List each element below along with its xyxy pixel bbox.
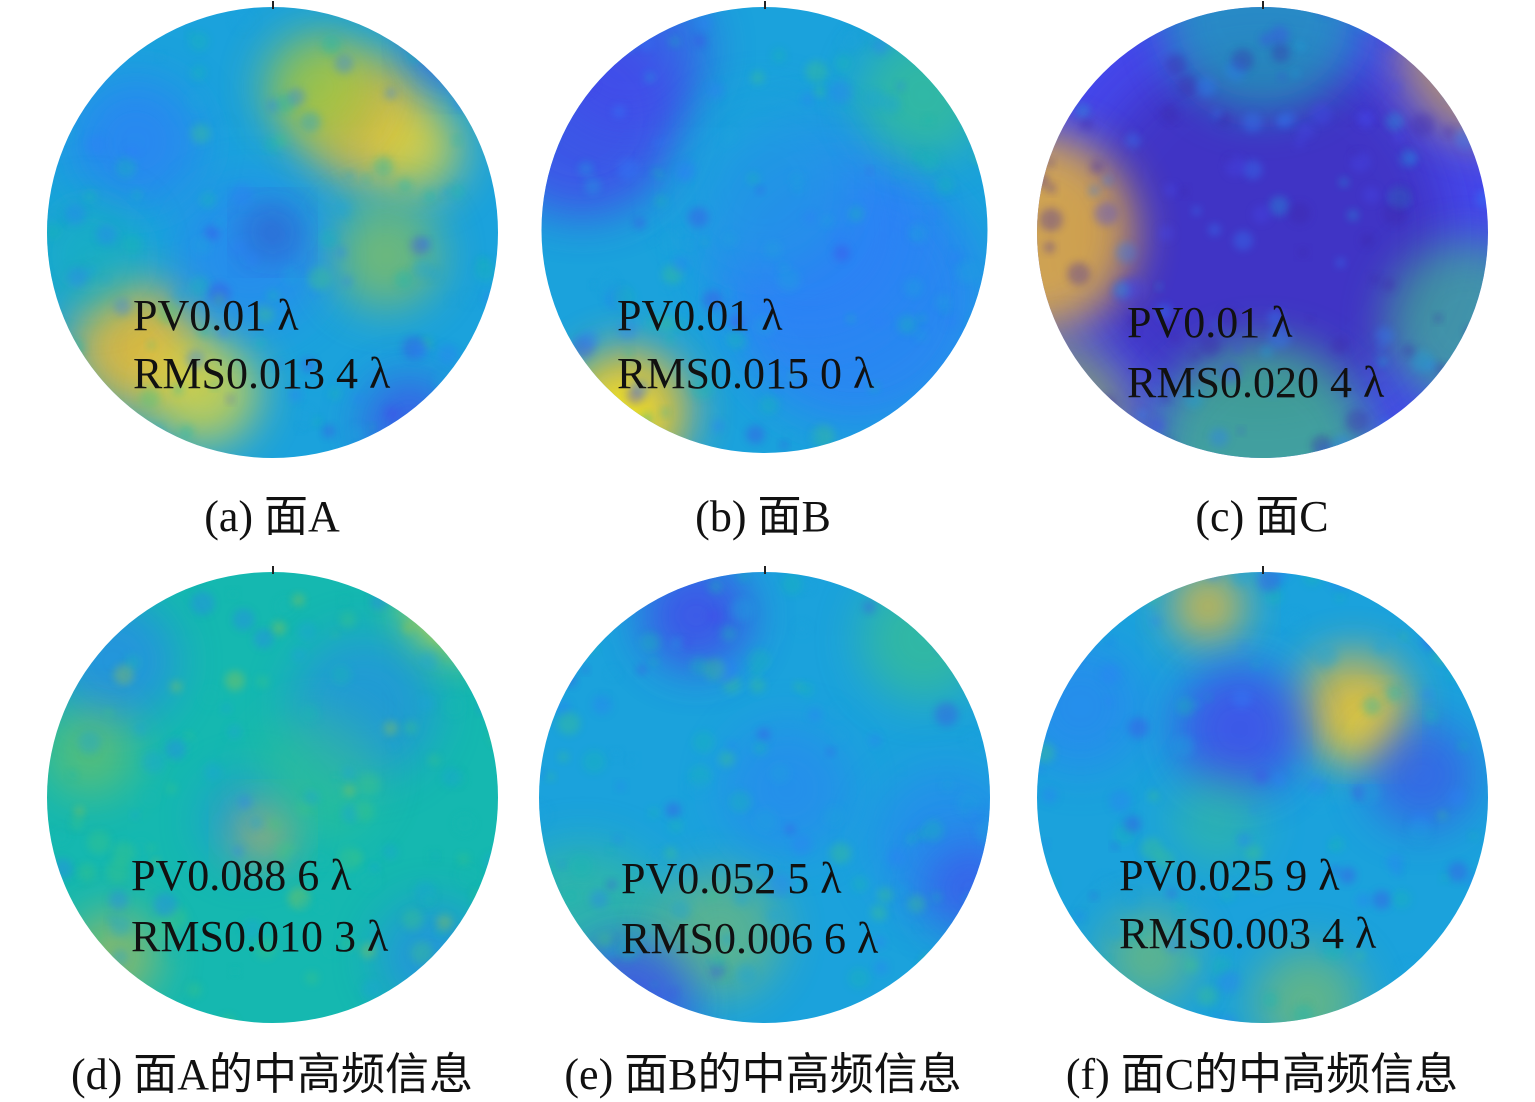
surface-map-a	[47, 7, 498, 458]
caption-d: (d) 面A的中高频信息	[70, 1050, 474, 1099]
pv-label: PV0.052 5 λ	[621, 854, 842, 903]
panel-b: PV0.01 λ RMS0.015 0 λ	[537, 1, 992, 455]
surface-map-d	[47, 572, 498, 1023]
pv-label: PV0.01 λ	[133, 291, 299, 340]
panel-d: PV0.088 6 λ RMS0.010 3 λ	[45, 566, 500, 1025]
caption-c: (c) 面C	[1195, 492, 1329, 541]
rms-label: RMS0.006 6 λ	[621, 914, 879, 963]
panel-c: PV0.01 λ RMS0.020 4 λ	[1035, 1, 1490, 460]
top-tick	[764, 566, 766, 574]
surface-map-b	[541, 7, 988, 453]
rms-label: RMS0.003 4 λ	[1119, 909, 1377, 958]
top-tick	[1262, 566, 1264, 574]
caption-b: (b) 面B	[695, 492, 831, 541]
pv-label: PV0.01 λ	[1127, 298, 1293, 347]
surface-map-e	[539, 572, 990, 1023]
panel-e: PV0.052 5 λ RMS0.006 6 λ	[537, 566, 992, 1025]
pv-label: PV0.01 λ	[617, 291, 783, 340]
pv-label: PV0.025 9 λ	[1119, 851, 1340, 900]
panel-a: PV0.01 λ RMS0.013 4 λ	[45, 1, 500, 460]
surface-map-f	[1037, 572, 1488, 1023]
panel-f: PV0.025 9 λ RMS0.003 4 λ	[1035, 566, 1490, 1025]
top-tick	[272, 566, 274, 574]
rms-label: RMS0.013 4 λ	[133, 349, 391, 398]
rms-label: RMS0.020 4 λ	[1127, 358, 1385, 407]
caption-f: (f) 面C的中高频信息	[1065, 1050, 1459, 1099]
top-tick	[272, 1, 274, 9]
surface-map-c	[1037, 7, 1488, 458]
caption-a: (a) 面A	[204, 492, 340, 541]
top-tick	[764, 1, 766, 9]
caption-e: (e) 面B的中高频信息	[564, 1050, 962, 1099]
top-tick	[1262, 1, 1264, 9]
pv-label: PV0.088 6 λ	[131, 851, 352, 900]
rms-label: RMS0.010 3 λ	[131, 912, 389, 961]
rms-label: RMS0.015 0 λ	[617, 349, 875, 398]
